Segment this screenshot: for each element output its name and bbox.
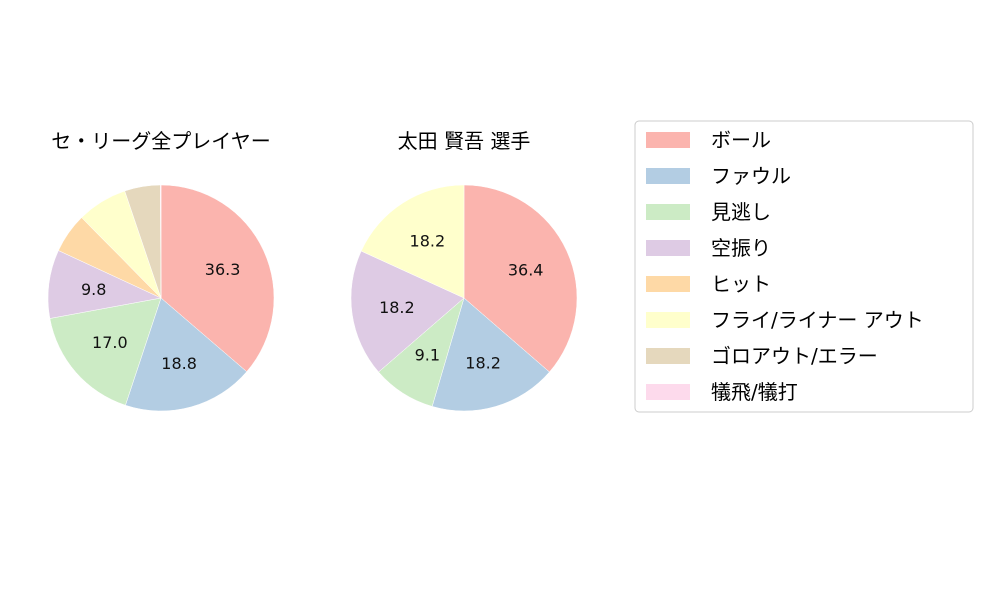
pie-title-player: 太田 賢吾 選手 [398,129,531,153]
pie-slice [463,184,578,373]
legend-label: 空振り [711,236,771,260]
pie-slice [360,184,465,299]
pie-slice [49,297,162,406]
legend-swatch [646,312,690,328]
slice-value-label: 36.4 [508,260,544,279]
pie-chart-player: 太田 賢吾 選手 36.4 18.2 9.1 18.2 18.2 [350,129,578,412]
slice-value-label: 9.1 [415,346,440,365]
legend-swatch [646,276,690,292]
legend-label: 犠飛/犠打 [711,380,798,404]
legend-swatch [646,240,690,256]
legend-swatch [646,132,690,148]
pie-slice [160,184,275,373]
legend-label: 見逃し [711,200,771,224]
slice-value-label: 18.2 [410,231,446,250]
legend-label: ヒット [711,272,771,296]
legend-swatch [646,204,690,220]
legend-swatch [646,168,690,184]
legend-label: フライ/ライナー アウト [711,308,924,332]
pie-slice [125,297,248,412]
legend-swatch [646,384,690,400]
slice-value-label: 36.3 [205,260,241,279]
legend-label: ファウル [711,164,791,188]
legend-swatch [646,348,690,364]
slice-value-label: 18.2 [379,298,415,317]
slice-value-label: 18.8 [161,354,197,373]
pie-slice [431,297,550,412]
pie-slice [350,250,465,373]
slice-value-label: 9.8 [81,280,106,299]
slice-value-label: 17.0 [92,333,128,352]
legend-label: ボール [711,128,771,152]
pie-slice [160,184,162,299]
legend-frame [634,120,974,413]
pie-title-league: セ・リーグ全プレイヤー [51,129,270,153]
slice-value-label: 18.2 [465,354,501,373]
legend-label: ゴロアウト/エラー [711,344,878,368]
pie-chart-league: セ・リーグ全プレイヤー 36.3 18.8 17.0 9.8 [47,129,275,412]
